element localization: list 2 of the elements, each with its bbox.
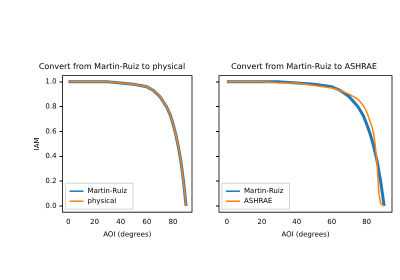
chart-title: Convert from Martin-Ruiz to physical [38,62,186,71]
chart-title: Convert from Martin-Ruiz to ASHRAE [231,62,377,71]
